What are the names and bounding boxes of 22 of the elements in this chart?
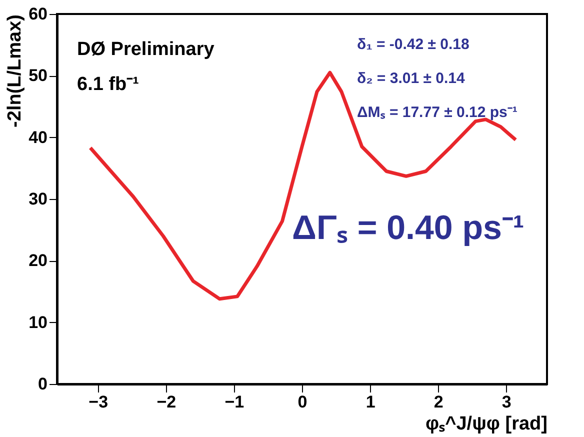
annotation: δ₁ = -0.42 ± 0.18 [357,36,470,53]
x-tick-label: −2 [156,392,176,412]
y-tick-label: 20 [28,251,48,270]
y-axis-title: -2ln(L/Lmax) [4,14,26,128]
y-tick-label: 10 [28,312,48,332]
annotation: δ₂ = 3.01 ± 0.14 [357,70,466,87]
annotation: ΔMₛ = 17.77 ± 0.12 ps⁻¹ [357,104,518,121]
y-tick-label: 0 [38,374,48,394]
x-tick-label: −1 [224,392,244,412]
y-tick-label: 30 [28,190,48,208]
annotation: DØ Preliminary [77,39,215,60]
x-tick-label: 2 [434,392,444,412]
x-tick-label: −3 [88,392,108,412]
x-axis-title: φₛ^J/ψφ [rad] [426,414,548,434]
y-tick-label: 60 [28,4,48,24]
x-tick-label: 3 [502,392,512,412]
x-tick-label: 0 [298,392,308,412]
y-tick-label: 50 [28,66,48,86]
x-tick-label: 1 [366,392,376,412]
y-tick-label: 40 [28,128,48,147]
annotation: ΔΓₛ = 0.40 ps⁻¹ [292,209,524,247]
annotation: 6.1 fb⁻¹ [77,74,139,95]
